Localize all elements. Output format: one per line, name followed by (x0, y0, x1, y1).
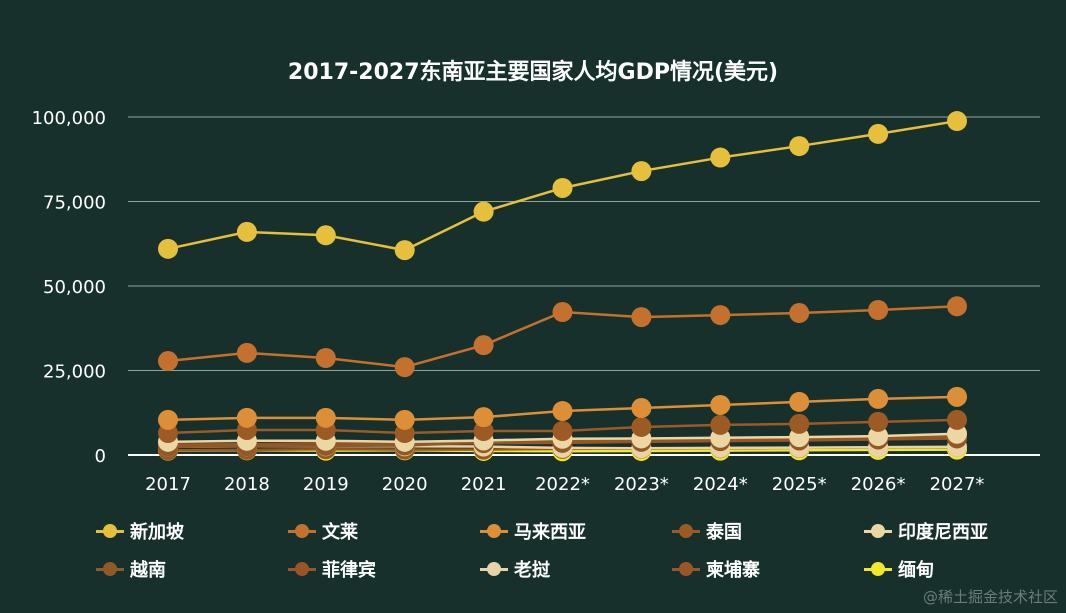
data-point (631, 161, 652, 182)
legend-label: 老挝 (514, 560, 550, 581)
data-point (789, 136, 810, 157)
data-point (158, 238, 178, 259)
data-point (868, 426, 889, 447)
legend-item[interactable]: 缅甸 (864, 556, 1056, 582)
data-point (947, 423, 967, 444)
data-point (710, 147, 731, 168)
legend-label: 文莱 (322, 522, 358, 543)
legend-label: 新加坡 (130, 522, 184, 543)
y-tick-label: 100,000 (32, 108, 106, 129)
data-point (868, 411, 889, 432)
legend-label: 泰国 (706, 522, 742, 543)
data-point (473, 201, 494, 222)
data-point (631, 416, 652, 437)
data-point (394, 240, 415, 261)
legend-marker-icon (864, 524, 892, 538)
data-point (868, 123, 889, 144)
legend-label: 马来西亚 (514, 522, 586, 543)
data-point (947, 386, 967, 407)
x-tick-label: 2017 (145, 474, 191, 495)
legend-marker-icon (96, 524, 124, 538)
data-point (552, 177, 573, 198)
data-point (868, 299, 889, 320)
legend-label: 越南 (130, 560, 166, 581)
legend-marker-icon (480, 562, 508, 576)
x-tick-label: 2021 (461, 474, 507, 495)
x-tick-label: 2018 (224, 474, 270, 495)
legend-item[interactable]: 马来西亚 (480, 518, 672, 544)
data-point (552, 302, 573, 323)
legend-marker-icon (96, 562, 124, 576)
data-point (315, 347, 336, 368)
data-point (236, 221, 257, 242)
data-point (947, 296, 967, 317)
data-point (710, 394, 731, 415)
data-point (552, 421, 573, 442)
legend-label: 菲律宾 (322, 560, 376, 581)
data-point (710, 414, 731, 435)
data-point (947, 111, 967, 132)
y-tick-label: 75,000 (43, 193, 106, 214)
data-point (158, 409, 178, 430)
legend-marker-icon (864, 562, 892, 576)
x-tick-label: 2027* (930, 474, 985, 495)
data-point (394, 409, 415, 430)
data-point (789, 413, 810, 434)
data-point (473, 335, 494, 356)
data-point (315, 225, 336, 246)
legend-item[interactable]: 新加坡 (96, 518, 288, 544)
legend-item[interactable]: 印度尼西亚 (864, 518, 1056, 544)
legend-marker-icon (672, 562, 700, 576)
x-tick-label: 2022* (535, 474, 590, 495)
data-point (473, 407, 494, 428)
legend-item[interactable]: 菲律宾 (288, 556, 480, 582)
x-tick-label: 2020 (382, 474, 428, 495)
chart-title: 2017-2027东南亚主要国家人均GDP情况(美元) (287, 60, 779, 85)
legend-marker-icon (288, 562, 316, 576)
y-tick-label: 0 (95, 446, 106, 467)
legend-label: 缅甸 (898, 560, 934, 581)
data-point (315, 407, 336, 428)
x-tick-label: 2019 (303, 474, 349, 495)
data-point (947, 409, 967, 430)
y-tick-label: 25,000 (43, 362, 106, 383)
y-tick-label: 50,000 (43, 277, 106, 298)
data-point (868, 388, 889, 409)
data-point (158, 351, 178, 372)
legend-marker-icon (288, 524, 316, 538)
data-point (631, 398, 652, 419)
legend-item[interactable]: 文莱 (288, 518, 480, 544)
legend-label: 柬埔寨 (706, 560, 760, 581)
data-point (473, 421, 494, 442)
x-tick-label: 2026* (851, 474, 906, 495)
data-point (552, 401, 573, 422)
data-point (236, 407, 257, 428)
legend-item[interactable]: 柬埔寨 (672, 556, 864, 582)
data-point (789, 391, 810, 412)
data-point (789, 303, 810, 324)
legend-item[interactable]: 泰国 (672, 518, 864, 544)
x-tick-label: 2023* (614, 474, 669, 495)
x-tick-label: 2025* (772, 474, 827, 495)
data-point (710, 305, 731, 326)
data-point (631, 307, 652, 328)
legend-label: 印度尼西亚 (898, 522, 988, 543)
legend-item[interactable]: 老挝 (480, 556, 672, 582)
data-point (394, 357, 415, 378)
legend-marker-icon (480, 524, 508, 538)
x-tick-label: 2024* (693, 474, 748, 495)
data-point (236, 342, 257, 363)
legend-marker-icon (672, 524, 700, 538)
legend-item[interactable]: 越南 (96, 556, 288, 582)
legend: 新加坡 文莱 马来西亚 泰国 印度尼西亚越南 菲律宾 老挝 柬埔寨 缅甸 (96, 518, 1056, 582)
watermark: @稀土掘金技术社区 (922, 588, 1058, 606)
